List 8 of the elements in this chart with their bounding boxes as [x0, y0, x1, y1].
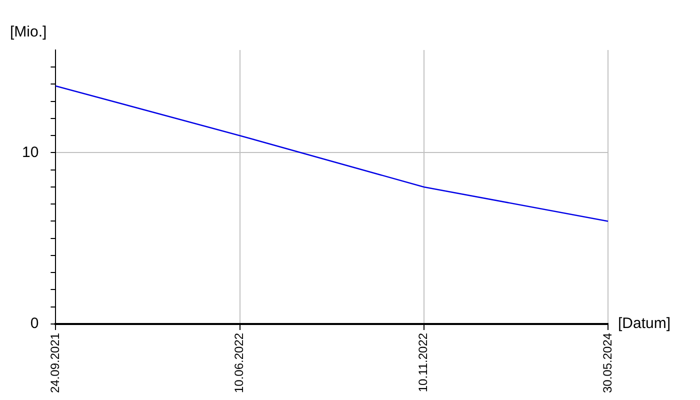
x-tick-label: 24.09.2021 [48, 332, 62, 394]
x-tick-label: 30.05.2024 [600, 332, 614, 394]
y-axis-title: [Mio.] [10, 24, 47, 41]
x-tick-label: 10.06.2022 [232, 332, 246, 394]
x-axis-title: [Datum] [618, 315, 671, 332]
x-tick-label: 10.11.2022 [416, 332, 430, 392]
y-tick-label: 0 [30, 315, 39, 332]
y-tick-label: 10 [22, 144, 39, 161]
